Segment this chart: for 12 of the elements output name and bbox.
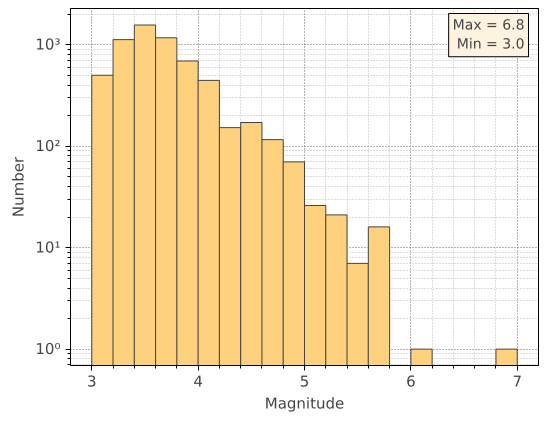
x-tick-label: 6 — [406, 372, 416, 390]
x-axis-title: Magnitude — [264, 394, 344, 412]
x-tick-label: 7 — [512, 372, 522, 390]
y-tick-label: 10² — [35, 137, 61, 156]
y-tick-label: 10¹ — [35, 238, 61, 257]
x-tick-label: 5 — [300, 372, 310, 390]
x-tick-label: 4 — [193, 372, 203, 390]
annotation: Max = 6.8 Min = 3.0 — [452, 18, 525, 53]
x-tick-label: 3 — [87, 372, 97, 390]
y-tick-label: 10⁰ — [35, 340, 61, 358]
y-axis-title: Number — [9, 156, 28, 218]
y-tick-label: 10³ — [35, 36, 61, 54]
